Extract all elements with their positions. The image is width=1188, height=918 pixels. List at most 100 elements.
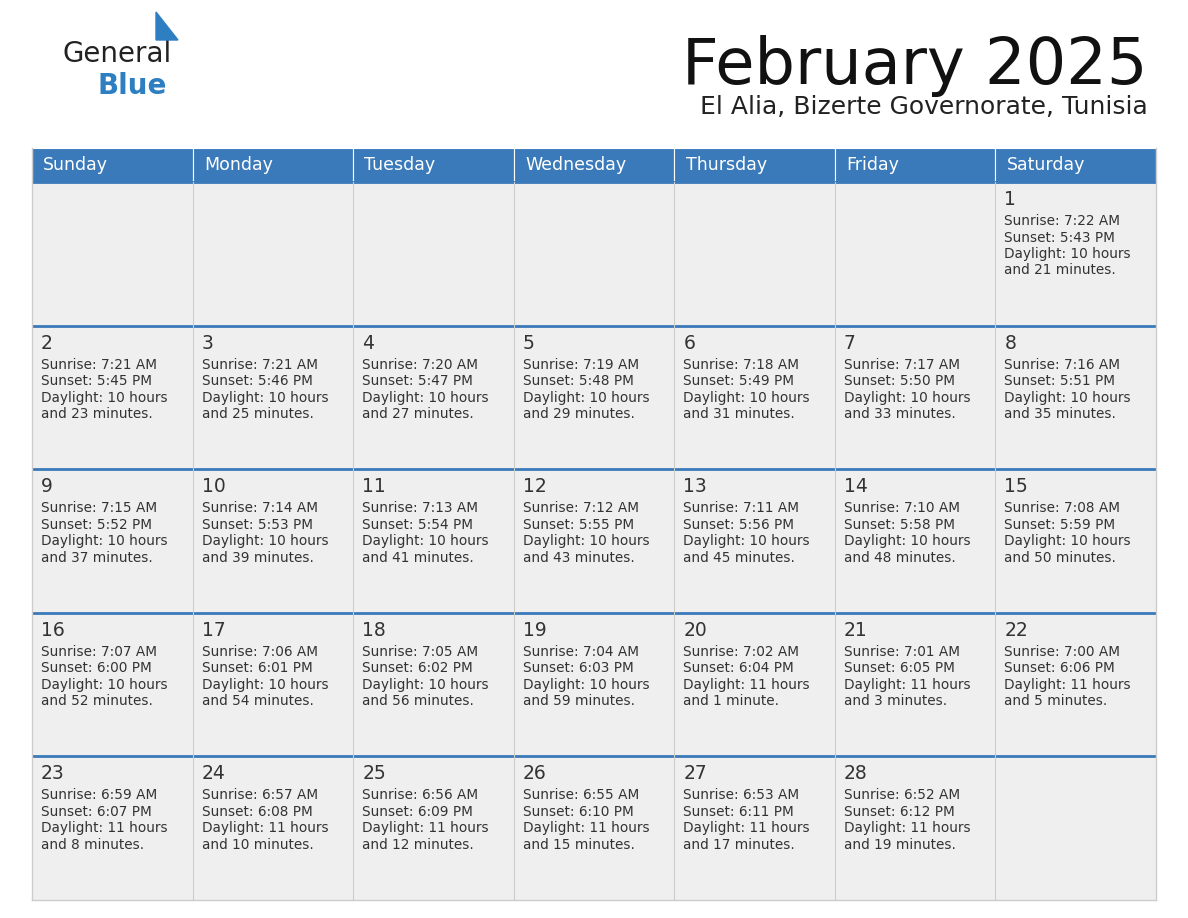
Text: Sunrise: 6:53 AM: Sunrise: 6:53 AM	[683, 789, 800, 802]
Bar	[996, 756, 1156, 900]
Text: Sunset: 6:03 PM: Sunset: 6:03 PM	[523, 661, 633, 676]
Text: Sunset: 6:00 PM: Sunset: 6:00 PM	[42, 661, 152, 676]
Text: 25: 25	[362, 765, 386, 783]
Text: 17: 17	[202, 621, 226, 640]
Bar	[835, 326, 996, 469]
Bar	[835, 182, 996, 326]
Text: Sunset: 5:49 PM: Sunset: 5:49 PM	[683, 375, 795, 388]
Text: Daylight: 10 hours: Daylight: 10 hours	[683, 534, 810, 548]
Bar	[513, 469, 675, 613]
Text: Sunrise: 7:01 AM: Sunrise: 7:01 AM	[843, 644, 960, 659]
Bar	[675, 469, 835, 613]
Polygon shape	[156, 12, 178, 40]
Bar	[32, 469, 192, 613]
Text: Daylight: 11 hours: Daylight: 11 hours	[843, 677, 971, 692]
Bar	[192, 148, 353, 182]
Text: General: General	[62, 40, 171, 68]
Text: Daylight: 10 hours: Daylight: 10 hours	[523, 534, 650, 548]
Text: Sunrise: 7:18 AM: Sunrise: 7:18 AM	[683, 358, 800, 372]
Text: Wednesday: Wednesday	[525, 156, 626, 174]
Bar	[675, 326, 835, 469]
Text: and 45 minutes.: and 45 minutes.	[683, 551, 795, 565]
Text: 16: 16	[42, 621, 65, 640]
Bar	[192, 182, 353, 326]
Text: 8: 8	[1004, 333, 1016, 353]
Text: Sunset: 5:53 PM: Sunset: 5:53 PM	[202, 518, 312, 532]
Text: and 39 minutes.: and 39 minutes.	[202, 551, 314, 565]
Bar	[353, 613, 513, 756]
Bar	[32, 326, 192, 469]
Text: Sunrise: 7:06 AM: Sunrise: 7:06 AM	[202, 644, 317, 659]
Text: and 41 minutes.: and 41 minutes.	[362, 551, 474, 565]
Text: 19: 19	[523, 621, 546, 640]
Bar	[32, 756, 192, 900]
Text: Daylight: 11 hours: Daylight: 11 hours	[362, 822, 488, 835]
Text: 15: 15	[1004, 477, 1028, 497]
Text: Sunset: 6:08 PM: Sunset: 6:08 PM	[202, 805, 312, 819]
Text: Sunset: 6:07 PM: Sunset: 6:07 PM	[42, 805, 152, 819]
Text: 28: 28	[843, 765, 867, 783]
Text: Sunrise: 7:22 AM: Sunrise: 7:22 AM	[1004, 214, 1120, 228]
Text: Blue: Blue	[97, 72, 168, 100]
Bar	[996, 326, 1156, 469]
Text: and 1 minute.: and 1 minute.	[683, 694, 779, 709]
Text: Sunset: 5:59 PM: Sunset: 5:59 PM	[1004, 518, 1116, 532]
Text: Daylight: 10 hours: Daylight: 10 hours	[202, 534, 328, 548]
Text: Daylight: 11 hours: Daylight: 11 hours	[683, 822, 810, 835]
Text: Sunrise: 7:15 AM: Sunrise: 7:15 AM	[42, 501, 157, 515]
Text: Sunrise: 7:10 AM: Sunrise: 7:10 AM	[843, 501, 960, 515]
Bar	[353, 469, 513, 613]
Text: Sunset: 6:12 PM: Sunset: 6:12 PM	[843, 805, 955, 819]
Text: Sunday: Sunday	[43, 156, 108, 174]
Text: and 21 minutes.: and 21 minutes.	[1004, 263, 1117, 277]
Bar	[996, 469, 1156, 613]
Text: Sunrise: 6:59 AM: Sunrise: 6:59 AM	[42, 789, 157, 802]
Text: Sunset: 5:47 PM: Sunset: 5:47 PM	[362, 375, 473, 388]
Text: Tuesday: Tuesday	[365, 156, 436, 174]
Text: and 33 minutes.: and 33 minutes.	[843, 407, 955, 421]
Bar	[32, 613, 192, 756]
Text: 21: 21	[843, 621, 867, 640]
Bar	[353, 148, 513, 182]
Text: Sunrise: 7:13 AM: Sunrise: 7:13 AM	[362, 501, 478, 515]
Text: Daylight: 10 hours: Daylight: 10 hours	[202, 390, 328, 405]
Text: and 48 minutes.: and 48 minutes.	[843, 551, 955, 565]
Text: 9: 9	[42, 477, 53, 497]
Text: 1: 1	[1004, 190, 1016, 209]
Text: Sunset: 5:51 PM: Sunset: 5:51 PM	[1004, 375, 1116, 388]
Bar	[835, 469, 996, 613]
Bar	[996, 613, 1156, 756]
Text: Daylight: 11 hours: Daylight: 11 hours	[683, 677, 810, 692]
Text: Daylight: 11 hours: Daylight: 11 hours	[843, 822, 971, 835]
Text: and 35 minutes.: and 35 minutes.	[1004, 407, 1117, 421]
Text: Sunset: 5:48 PM: Sunset: 5:48 PM	[523, 375, 633, 388]
Text: Sunset: 6:01 PM: Sunset: 6:01 PM	[202, 661, 312, 676]
Text: February 2025: February 2025	[682, 35, 1148, 97]
Text: Sunset: 6:11 PM: Sunset: 6:11 PM	[683, 805, 794, 819]
Text: Sunrise: 7:08 AM: Sunrise: 7:08 AM	[1004, 501, 1120, 515]
Bar	[192, 756, 353, 900]
Text: and 43 minutes.: and 43 minutes.	[523, 551, 634, 565]
Bar	[996, 182, 1156, 326]
Text: and 37 minutes.: and 37 minutes.	[42, 551, 153, 565]
Text: Daylight: 11 hours: Daylight: 11 hours	[42, 822, 168, 835]
Text: Daylight: 10 hours: Daylight: 10 hours	[1004, 247, 1131, 261]
Text: Sunrise: 7:16 AM: Sunrise: 7:16 AM	[1004, 358, 1120, 372]
Text: Daylight: 10 hours: Daylight: 10 hours	[362, 390, 488, 405]
Text: Sunset: 5:55 PM: Sunset: 5:55 PM	[523, 518, 634, 532]
Text: Sunset: 5:46 PM: Sunset: 5:46 PM	[202, 375, 312, 388]
Bar	[32, 148, 192, 182]
Text: El Alia, Bizerte Governorate, Tunisia: El Alia, Bizerte Governorate, Tunisia	[700, 95, 1148, 119]
Text: Daylight: 10 hours: Daylight: 10 hours	[843, 390, 971, 405]
Text: Sunrise: 7:17 AM: Sunrise: 7:17 AM	[843, 358, 960, 372]
Text: Daylight: 11 hours: Daylight: 11 hours	[523, 822, 650, 835]
Text: Sunset: 5:43 PM: Sunset: 5:43 PM	[1004, 230, 1116, 244]
Bar	[192, 326, 353, 469]
Bar	[513, 326, 675, 469]
Text: and 29 minutes.: and 29 minutes.	[523, 407, 634, 421]
Text: Sunset: 5:54 PM: Sunset: 5:54 PM	[362, 518, 473, 532]
Text: and 10 minutes.: and 10 minutes.	[202, 838, 314, 852]
Text: and 19 minutes.: and 19 minutes.	[843, 838, 955, 852]
Text: Sunset: 5:58 PM: Sunset: 5:58 PM	[843, 518, 955, 532]
Text: Sunrise: 7:21 AM: Sunrise: 7:21 AM	[42, 358, 157, 372]
